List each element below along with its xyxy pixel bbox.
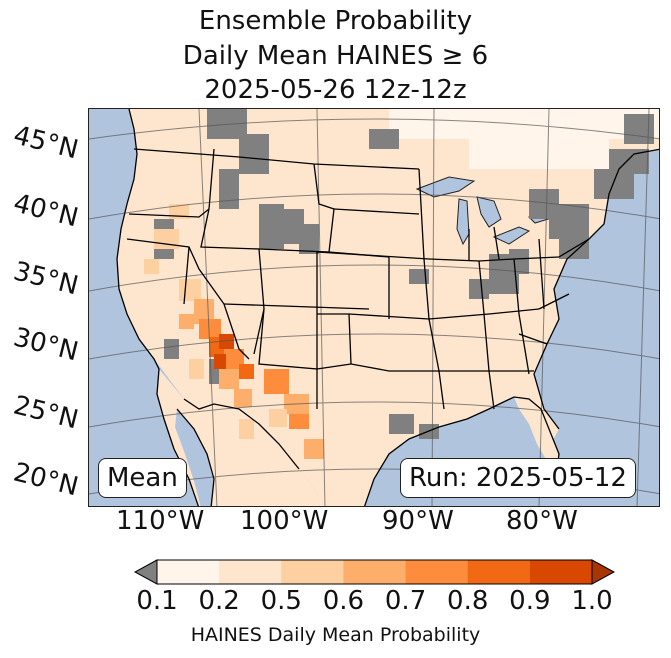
colorbar-segments	[157, 560, 593, 584]
map-cell	[234, 389, 252, 407]
lat-label-25: 25°N	[10, 390, 82, 436]
map-cell	[369, 129, 399, 149]
map-cell	[219, 169, 239, 209]
colorbar-segment	[529, 560, 593, 584]
colorbar-segment	[467, 560, 531, 584]
pacific-coast-water	[89, 109, 199, 506]
gulf-of-california	[175, 409, 214, 506]
map-cell	[214, 354, 226, 369]
colorbar-tick-label: 0.7	[384, 586, 427, 616]
probability-map	[89, 109, 659, 506]
colorbar-segment	[157, 560, 220, 584]
map-cell	[179, 314, 194, 329]
map-cell	[289, 414, 309, 429]
map-cell	[169, 204, 189, 219]
lon-label-80: 80°W	[506, 506, 578, 536]
map-cell	[624, 114, 654, 144]
map-cell	[269, 409, 287, 427]
lat-label-30: 30°N	[10, 322, 82, 368]
atlantic-water	[534, 149, 659, 506]
map-cell	[219, 369, 239, 389]
map-cell	[194, 299, 214, 324]
map-cell	[199, 319, 221, 339]
state-borders	[126, 148, 590, 410]
lon-label-100: 100°W	[240, 506, 329, 536]
map-panel	[88, 108, 660, 507]
map-cell	[469, 109, 609, 169]
title-line-2: Daily Mean HAINES ≥ 6	[182, 41, 489, 71]
map-cell	[189, 359, 204, 379]
lat-label-20: 20°N	[10, 457, 82, 503]
map-cell	[164, 339, 179, 359]
colorbar-tick-label: 0.2	[198, 586, 240, 616]
map-cell	[264, 369, 289, 394]
colorbar-segment	[219, 560, 282, 584]
map-cell	[239, 364, 254, 379]
map-cell	[609, 149, 649, 174]
map-cell	[389, 414, 414, 434]
lat-label-45: 45°N	[10, 120, 82, 166]
colorbar-under-triangle	[133, 559, 158, 585]
map-cell	[509, 249, 529, 274]
colorbar-label: HAINES Daily Mean Probability	[190, 624, 481, 646]
title-line-3: 2025-05-26 12z-12z	[204, 75, 467, 105]
map-cell	[299, 224, 319, 254]
map-cell	[239, 419, 254, 439]
map-cell	[469, 279, 489, 299]
map-cell	[219, 334, 234, 349]
colorbar-segment	[281, 560, 344, 584]
colorbar-tick-label: 0.6	[322, 586, 365, 616]
coastlines	[116, 109, 659, 506]
title-line-1: Ensemble Probability	[198, 6, 473, 36]
mean-badge: Mean	[98, 458, 187, 498]
colorbar-outline	[156, 559, 593, 585]
map-cell	[154, 229, 179, 249]
map-cell	[409, 269, 429, 284]
colorbar-tick-label: 0.9	[509, 586, 551, 616]
colorbar-segment	[405, 560, 469, 584]
lon-label-110: 110°W	[116, 506, 205, 536]
colorbar-tick-label: 0.8	[447, 586, 489, 616]
lat-label-40: 40°N	[10, 188, 82, 234]
colorbar-tick-label: 0.1	[136, 586, 178, 616]
lat-label-35: 35°N	[10, 256, 82, 302]
map-cell	[304, 439, 324, 459]
colorbar-segment	[343, 560, 407, 584]
run-badge: Run: 2025-05-12	[400, 458, 636, 498]
map-cell	[144, 259, 159, 274]
florida-land	[514, 397, 559, 469]
colorbar-tick-label: 1.0	[571, 586, 613, 616]
map-cell	[179, 279, 201, 301]
lon-label-90: 90°W	[382, 506, 454, 536]
colorbar-over-triangle	[591, 559, 616, 585]
map-cell	[239, 134, 269, 174]
colorbar-tick-label: 0.5	[260, 586, 302, 616]
